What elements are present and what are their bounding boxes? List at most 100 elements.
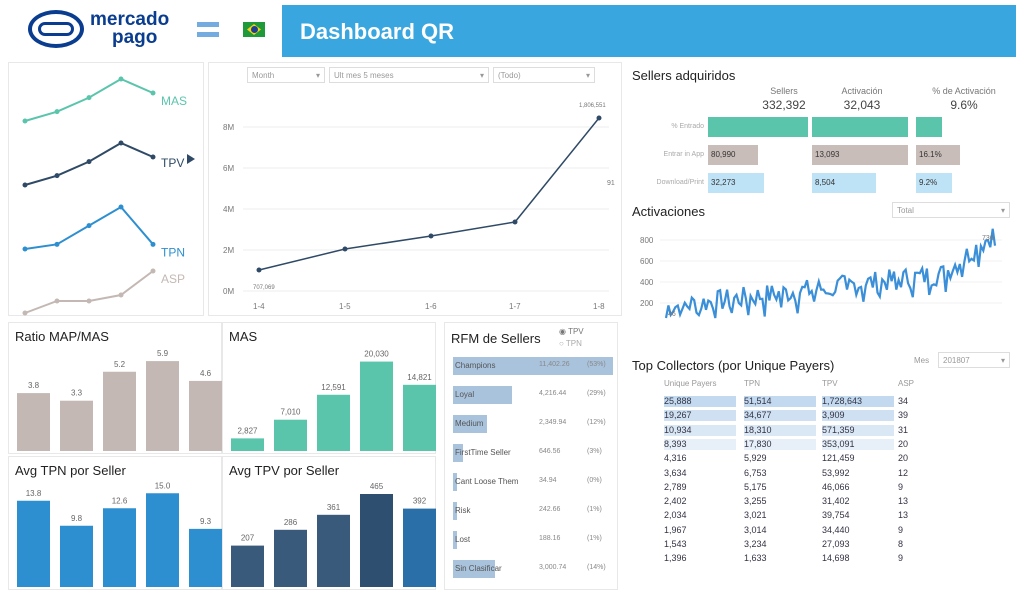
avg-tpv-panel: Avg TPV por Seller 207 286 361 465 392 <box>222 456 436 590</box>
mas-bar-label: 7,010 <box>280 408 301 417</box>
period-filter[interactable]: Ult mes 5 meses ▾ <box>329 67 489 83</box>
avg-tpv-bar-label: 465 <box>370 482 384 491</box>
sparkline-point <box>54 241 60 247</box>
mes-filter[interactable]: 201807 ▾ <box>938 352 1010 368</box>
mas-bar <box>360 361 393 451</box>
table-cell: 27,093 <box>822 539 850 549</box>
table-cell: 34 <box>898 396 909 406</box>
sellers-total: 332,392 <box>762 98 806 112</box>
rfm-legend-tpn-label: TPN <box>565 339 582 348</box>
rfm-row[interactable]: Cant Loose Them 34.94 (0%) <box>453 473 613 491</box>
mercado-pago-logo[interactable]: mercado pago <box>28 10 169 48</box>
column-header[interactable]: ASP <box>898 379 915 388</box>
sparkline-label: ASP <box>161 272 185 286</box>
avg-tpn-bar-label: 9.8 <box>71 514 83 523</box>
activacion-bar: 8,504 <box>812 173 876 193</box>
rfm-row-value: 34.94 <box>539 477 557 484</box>
rfm-row-value: 3,000.74 <box>539 564 567 571</box>
table-cell: 8 <box>898 539 904 549</box>
table-cell: 12 <box>898 467 909 478</box>
rfm-bar <box>453 386 513 404</box>
sparkline-point <box>54 173 60 179</box>
activacion-bar <box>812 117 908 137</box>
sellers-row-label: Download/Print <box>656 179 704 186</box>
rfm-row[interactable]: Lost 188.16 (1%) <box>453 531 613 549</box>
rfm-row-pct: (1%) <box>587 535 602 542</box>
rfm-row-label: Lost <box>455 535 471 544</box>
side-label: 91 <box>607 180 615 187</box>
activaciones-line-chart: 8006004002001-51-61-71-846736 <box>640 228 1002 319</box>
table-cell: 39 <box>898 410 909 421</box>
rfm-row-value: 188.16 <box>539 535 561 542</box>
brazil-flag-icon[interactable] <box>243 22 265 37</box>
rfm-bar <box>453 415 487 433</box>
chevron-down-icon: ▾ <box>479 71 484 80</box>
x-tick-label: 1-4 <box>253 302 265 311</box>
rfm-bar <box>453 444 463 462</box>
sparkline-point <box>118 76 124 82</box>
start-label: 707,069 <box>253 285 275 291</box>
sellers-value: 32,273 <box>711 178 736 187</box>
table-cell: 9 <box>898 524 904 535</box>
mas-title: MAS <box>229 329 258 344</box>
avg-tpn-bar <box>103 508 136 587</box>
avg-tpn-bar <box>146 493 179 587</box>
table-cell: 13 <box>898 510 909 521</box>
pct-value: 9.2% <box>919 178 938 187</box>
rfm-row-pct: (12%) <box>587 419 606 426</box>
month-filter[interactable]: Month ▾ <box>247 67 325 83</box>
sellers-bar: 80,990 <box>708 145 758 165</box>
table-cell: 25,888 <box>664 396 736 407</box>
rfm-row[interactable]: Risk 242.66 (1%) <box>453 502 613 520</box>
rfm-row[interactable]: Champions 11,402.26 (53%) <box>453 357 613 375</box>
all-filter[interactable]: (Todo) ▾ <box>493 67 595 83</box>
mas-bar-label: 20,030 <box>364 350 389 359</box>
y-tick-label: 6M <box>223 164 234 173</box>
column-header[interactable]: TPV <box>822 379 838 388</box>
x-tick-label: 1-7 <box>509 302 521 311</box>
rfm-legend-tpv[interactable]: ◉ TPV <box>559 327 584 336</box>
rfm-row[interactable]: Sin Clasificar 3,000.74 (14%) <box>453 560 613 578</box>
mas-bar-label: 2,827 <box>237 426 258 435</box>
mas-bar <box>317 394 350 451</box>
table-cell: 46,066 <box>822 481 850 492</box>
rfm-row[interactable]: Medium 2,349.94 (12%) <box>453 415 613 433</box>
rfm-row[interactable]: FirstTime Seller 646.56 (3%) <box>453 444 613 462</box>
rfm-bar <box>453 357 613 375</box>
pct-bar: 16.1% <box>916 145 960 165</box>
table-cell: 6,753 <box>744 467 767 478</box>
trend-point <box>342 246 348 252</box>
sparkline-asp <box>24 270 154 314</box>
rfm-row-value: 11,402.26 <box>539 361 570 368</box>
column-header[interactable]: TPN <box>744 379 760 388</box>
activaciones-filter[interactable]: Total ▾ <box>892 202 1010 218</box>
ratio-title: Ratio MAP/MAS <box>15 329 109 344</box>
rfm-row-value: 2,349.94 <box>539 419 567 426</box>
sparkline-point <box>86 223 92 229</box>
avg-tpn-bar-label: 15.0 <box>155 481 171 490</box>
avg-tpn-bar-label: 12.6 <box>112 496 128 505</box>
activaciones-title: Activaciones <box>632 204 705 219</box>
avg-tpv-bar-label: 392 <box>413 497 427 506</box>
rfm-legend-tpn[interactable]: ○ TPN <box>559 339 582 348</box>
argentina-flag-icon[interactable] <box>197 22 219 37</box>
radio-icon: ○ <box>559 339 564 348</box>
table-cell: 5,929 <box>744 453 767 464</box>
table-cell: 1,633 <box>744 553 767 564</box>
activacion-col-header: Activación <box>841 86 883 96</box>
rfm-row[interactable]: Loyal 4,216.44 (29%) <box>453 386 613 404</box>
activaciones-panel: Activaciones Total▾ 8006004002001-51-61-… <box>626 200 1016 322</box>
column-header[interactable]: Unique Payers <box>664 379 717 388</box>
y-tick-label: 400 <box>640 278 654 287</box>
mas-panel: MAS 2,827 7,010 12,591 20,030 14,821 <box>222 322 436 454</box>
table-cell: 3,014 <box>744 524 767 535</box>
sparkline-point <box>86 298 92 304</box>
month-filter-value: Month <box>252 71 275 80</box>
page-title: Dashboard QR <box>300 19 455 44</box>
table-cell: 3,234 <box>744 539 767 549</box>
top-collectors-table: Unique Payers TPN TPV ASP 25,888 51,514 1,728,… <box>664 378 964 578</box>
sparklines-panel: MAS TPV TPN ASP <box>8 62 204 316</box>
table-cell: 3,909 <box>822 410 894 422</box>
rfm-row-label: Sin Clasificar <box>455 564 502 573</box>
mas-bar <box>403 384 436 451</box>
